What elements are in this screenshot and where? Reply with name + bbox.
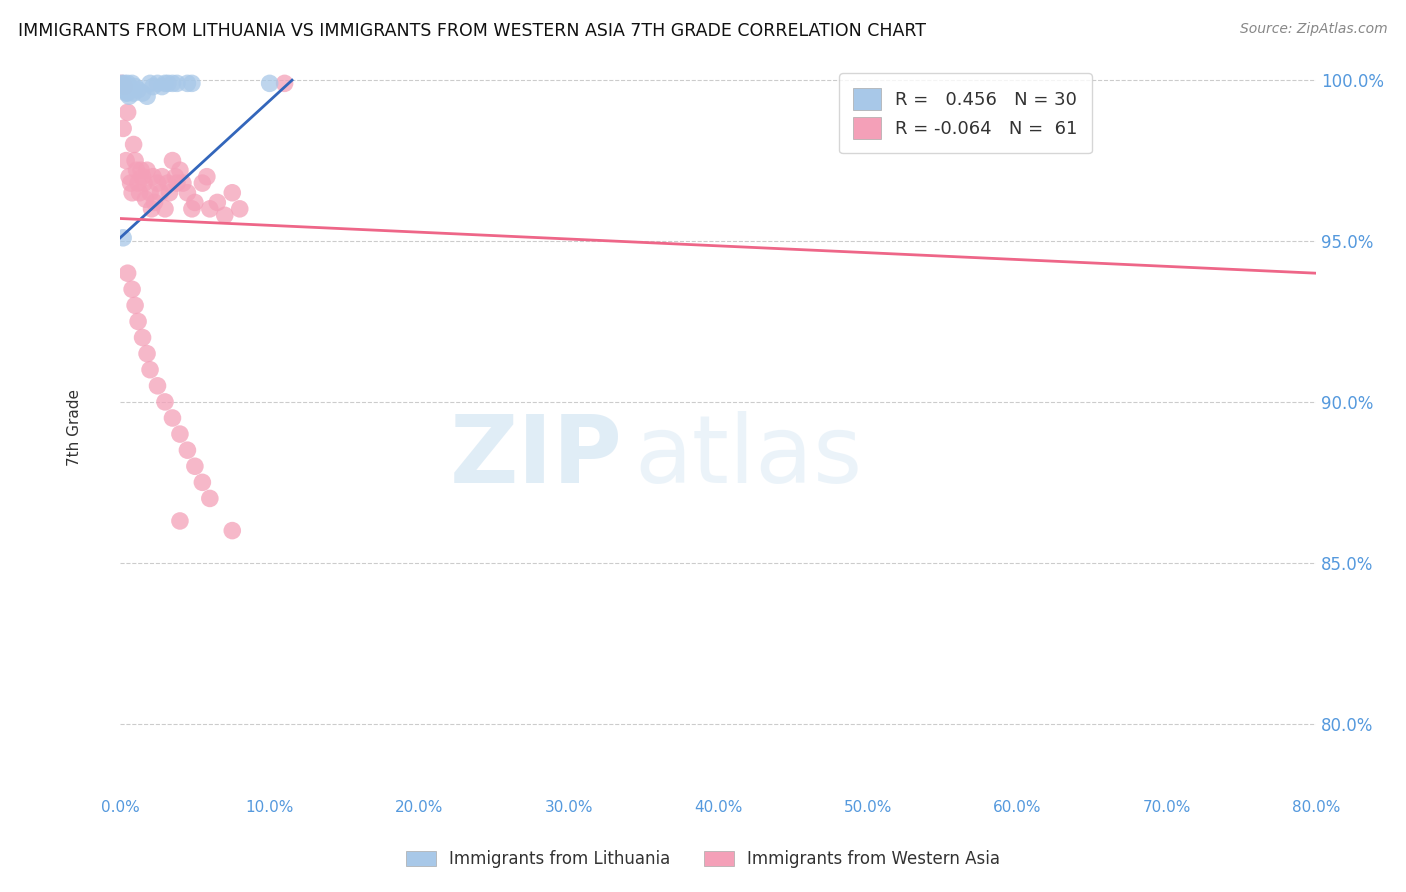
Point <box>149 186 172 200</box>
Point <box>156 176 179 190</box>
Point <box>127 176 149 190</box>
Point <box>180 202 202 216</box>
Point <box>273 76 295 90</box>
Legend: Immigrants from Lithuania, Immigrants from Western Asia: Immigrants from Lithuania, Immigrants fr… <box>399 844 1007 875</box>
Point <box>141 202 163 216</box>
Point <box>115 79 138 94</box>
Point <box>162 153 184 168</box>
Point <box>122 86 145 100</box>
Point <box>124 153 146 168</box>
Point <box>127 314 149 328</box>
Point <box>127 83 149 97</box>
Point <box>142 169 165 184</box>
Legend: R =   0.456   N = 30, R = -0.064   N =  61: R = 0.456 N = 30, R = -0.064 N = 61 <box>839 73 1092 153</box>
Point <box>120 176 142 190</box>
Point <box>165 169 187 184</box>
Point <box>169 514 191 528</box>
Point <box>166 176 188 190</box>
Point <box>139 76 162 90</box>
Point <box>259 76 281 90</box>
Text: 7th Grade: 7th Grade <box>67 389 82 467</box>
Point <box>221 186 243 200</box>
Point <box>121 282 143 296</box>
Point <box>169 163 191 178</box>
Point <box>117 76 139 90</box>
Point <box>136 89 159 103</box>
Point <box>114 83 136 97</box>
Point <box>150 169 173 184</box>
Point <box>132 176 155 190</box>
Point <box>111 76 134 90</box>
Point <box>162 76 184 90</box>
Point <box>115 153 138 168</box>
Point <box>198 202 221 216</box>
Point <box>207 195 229 210</box>
Point <box>176 443 198 458</box>
Point <box>118 89 141 103</box>
Point <box>117 86 139 100</box>
Point <box>118 169 141 184</box>
Point <box>153 395 176 409</box>
Point <box>136 163 159 178</box>
Point <box>150 79 173 94</box>
Point <box>169 427 191 442</box>
Point <box>166 76 188 90</box>
Point <box>124 79 146 94</box>
Text: atlas: atlas <box>634 410 863 503</box>
Point <box>221 524 243 538</box>
Point <box>172 176 194 190</box>
Point <box>139 186 162 200</box>
Point <box>129 163 152 178</box>
Point <box>146 176 169 190</box>
Text: Source: ZipAtlas.com: Source: ZipAtlas.com <box>1240 22 1388 37</box>
Point <box>142 79 165 94</box>
Point <box>184 195 207 210</box>
Point <box>131 169 153 184</box>
Point <box>114 79 136 94</box>
Point <box>136 346 159 360</box>
Point <box>214 208 236 222</box>
Point <box>115 86 138 100</box>
Point <box>229 202 252 216</box>
Point <box>162 411 184 425</box>
Point <box>139 362 162 376</box>
Point <box>118 79 141 94</box>
Point <box>122 137 145 152</box>
Point <box>111 76 134 90</box>
Point <box>131 330 153 344</box>
Point <box>153 202 176 216</box>
Point <box>121 186 143 200</box>
Point <box>112 231 135 245</box>
Point <box>121 76 143 90</box>
Point <box>195 169 218 184</box>
Point <box>159 186 181 200</box>
Point <box>153 76 176 90</box>
Point <box>156 76 179 90</box>
Point <box>112 83 135 97</box>
Point <box>146 76 169 90</box>
Point <box>184 459 207 474</box>
Point <box>180 76 202 90</box>
Point <box>117 266 139 280</box>
Point <box>191 176 214 190</box>
Point <box>176 76 198 90</box>
Text: IMMIGRANTS FROM LITHUANIA VS IMMIGRANTS FROM WESTERN ASIA 7TH GRADE CORRELATION : IMMIGRANTS FROM LITHUANIA VS IMMIGRANTS … <box>18 22 927 40</box>
Point <box>191 475 214 490</box>
Point <box>112 79 135 94</box>
Point <box>143 195 166 210</box>
Point <box>124 298 146 312</box>
Point <box>112 121 135 136</box>
Point <box>198 491 221 506</box>
Text: ZIP: ZIP <box>450 410 623 503</box>
Point <box>114 76 136 90</box>
Point <box>176 186 198 200</box>
Point <box>120 83 142 97</box>
Point <box>128 186 150 200</box>
Point <box>146 379 169 393</box>
Point <box>131 86 153 100</box>
Point <box>117 105 139 120</box>
Point <box>135 192 157 206</box>
Point <box>125 163 148 178</box>
